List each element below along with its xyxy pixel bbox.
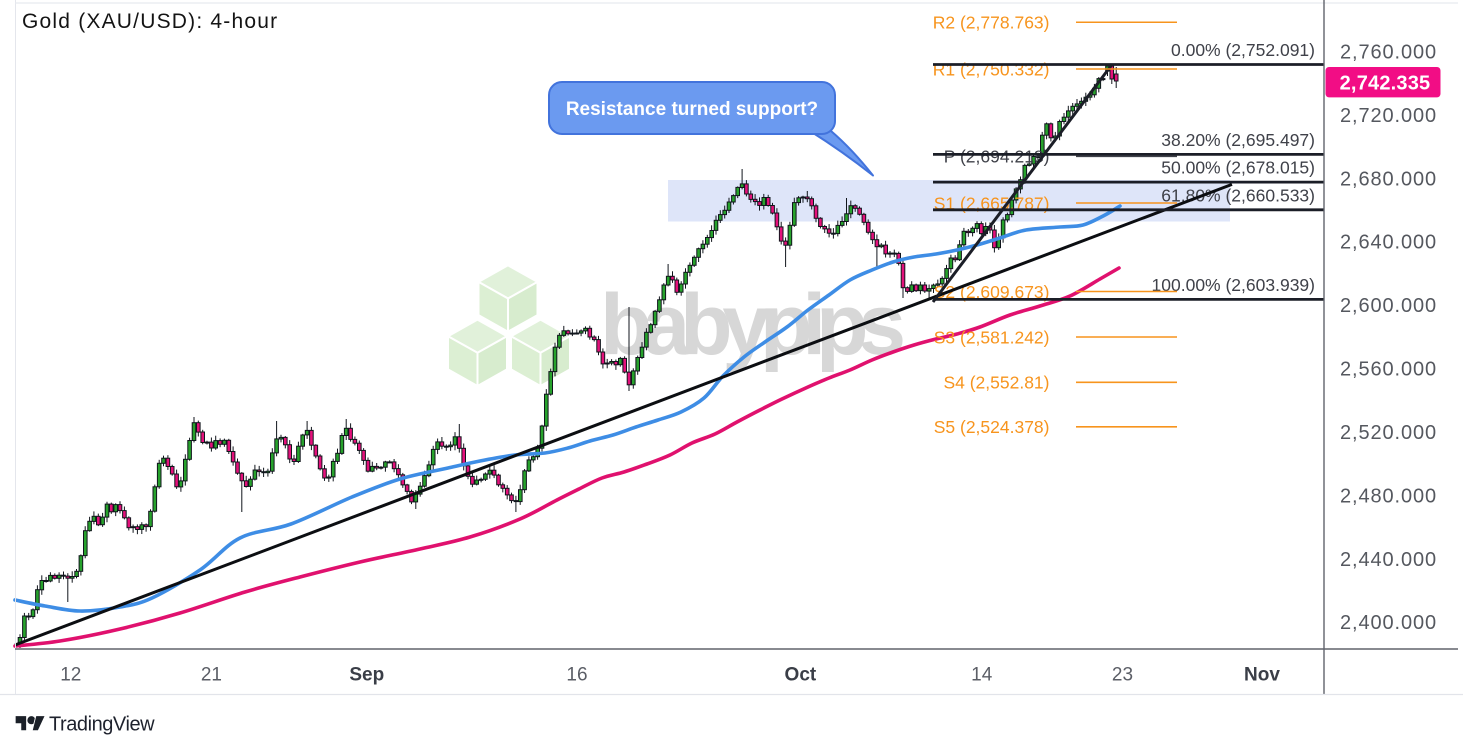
svg-text:50.00% (2,678.015): 50.00% (2,678.015) bbox=[1161, 158, 1315, 178]
svg-text:61.80% (2,660.533): 61.80% (2,660.533) bbox=[1161, 185, 1315, 205]
svg-text:12: 12 bbox=[60, 665, 81, 686]
svg-text:2,742.335: 2,742.335 bbox=[1340, 73, 1431, 95]
svg-text:Sep: Sep bbox=[349, 665, 384, 686]
svg-text:S3 (2,581.242): S3 (2,581.242) bbox=[934, 327, 1050, 347]
svg-text:2,600.000: 2,600.000 bbox=[1340, 295, 1437, 317]
svg-text:R1 (2,750.332): R1 (2,750.332) bbox=[933, 59, 1050, 79]
svg-text:Resistance turned support?: Resistance turned support? bbox=[566, 99, 818, 120]
svg-text:2,440.000: 2,440.000 bbox=[1340, 549, 1437, 571]
svg-text:16: 16 bbox=[566, 665, 587, 686]
svg-text:2,560.000: 2,560.000 bbox=[1340, 359, 1437, 381]
svg-text:Oct: Oct bbox=[785, 665, 817, 686]
svg-text:S4 (2,552.81): S4 (2,552.81) bbox=[943, 373, 1049, 393]
svg-text:S1 (2,665.787): S1 (2,665.787) bbox=[934, 193, 1050, 213]
svg-text:2,760.000: 2,760.000 bbox=[1340, 42, 1437, 64]
svg-text:23: 23 bbox=[1112, 665, 1133, 686]
svg-text:2,720.000: 2,720.000 bbox=[1340, 105, 1437, 127]
svg-text:2,520.000: 2,520.000 bbox=[1340, 422, 1437, 444]
svg-text:R2 (2,778.763): R2 (2,778.763) bbox=[933, 13, 1050, 33]
svg-text:2,400.000: 2,400.000 bbox=[1340, 612, 1437, 634]
svg-text:100.00% (2,603.939): 100.00% (2,603.939) bbox=[1152, 275, 1315, 295]
svg-text:Gold (XAU/USD): 4-hour: Gold (XAU/USD): 4-hour bbox=[22, 10, 278, 33]
svg-text:14: 14 bbox=[971, 665, 993, 686]
svg-text:TradingView: TradingView bbox=[49, 714, 155, 736]
svg-text:P (2,694.218): P (2,694.218) bbox=[944, 147, 1050, 167]
svg-text:21: 21 bbox=[201, 665, 222, 686]
svg-text:0.00% (2,752.091): 0.00% (2,752.091) bbox=[1171, 40, 1315, 60]
svg-text:S5 (2,524.378): S5 (2,524.378) bbox=[934, 417, 1050, 437]
svg-text:2,680.000: 2,680.000 bbox=[1340, 168, 1437, 190]
svg-text:2,640.000: 2,640.000 bbox=[1340, 232, 1437, 254]
svg-text:2,480.000: 2,480.000 bbox=[1340, 485, 1437, 507]
svg-text:Nov: Nov bbox=[1244, 665, 1280, 686]
svg-text:38.20% (2,695.497): 38.20% (2,695.497) bbox=[1161, 130, 1315, 150]
